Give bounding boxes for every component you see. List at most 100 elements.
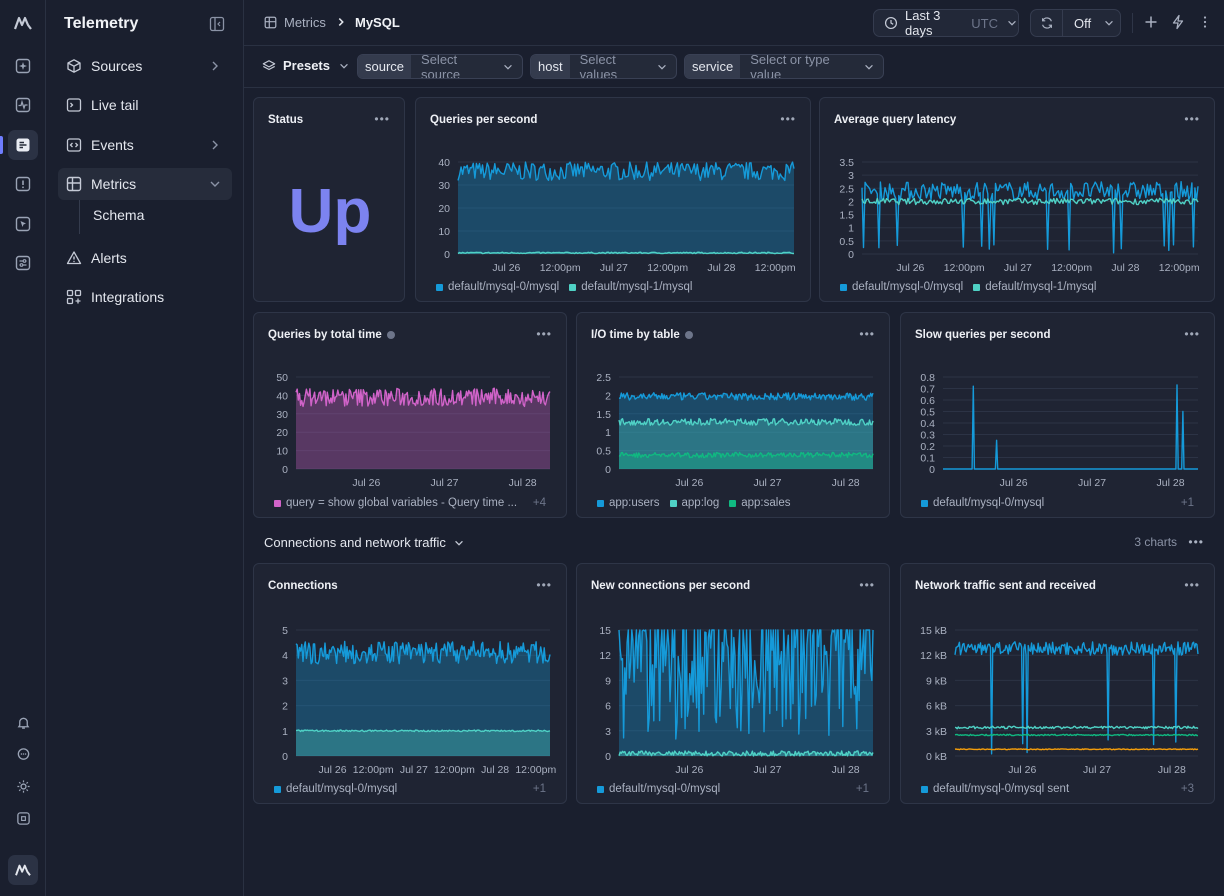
legend-item[interactable]: default/mysql-1/mysql	[569, 281, 692, 293]
alert-square-icon[interactable]	[8, 169, 38, 199]
x-tick-label: 12:00pm	[647, 262, 688, 274]
x-tick-label: 12:00pm	[540, 262, 581, 274]
sidebar-item-metrics[interactable]: Metrics	[58, 168, 232, 200]
more-options-icon[interactable]: •••	[780, 112, 796, 126]
x-tick-label: Jul 26	[896, 262, 924, 274]
service-filter[interactable]: service Select or type value	[684, 54, 884, 79]
network-traffic-chart: 15 kB 12 kB 9 kB 6 kB 3 kB 0 kB Jul 26 Jul 27 Ju…	[920, 625, 1199, 776]
legend-label: default/mysql-1/mysql	[985, 281, 1097, 293]
sidebar-item-alerts[interactable]: Alerts	[58, 242, 232, 274]
y-tick-label: 0	[444, 249, 450, 261]
more-options-icon[interactable]: •••	[859, 327, 875, 341]
y-tick-label: 0	[848, 249, 854, 261]
legend-swatch	[274, 785, 281, 793]
x-tick-label: Jul 27	[1078, 477, 1106, 489]
legend-more-count[interactable]: +4	[532, 497, 546, 509]
info-icon[interactable]	[684, 331, 693, 339]
more-options-icon[interactable]: •••	[536, 327, 552, 341]
y-tick-label: 0.5	[920, 407, 935, 419]
series-area	[458, 162, 794, 254]
more-options-icon[interactable]: •••	[859, 578, 875, 592]
series-line	[618, 392, 874, 401]
legend-item[interactable]: app:users	[597, 497, 660, 509]
divider	[1132, 13, 1133, 33]
sidebar-item-integrations[interactable]: Integrations	[58, 281, 232, 313]
activity-icon[interactable]	[8, 90, 38, 120]
sparkle-icon[interactable]	[8, 51, 38, 81]
source-filter[interactable]: source Select source	[357, 54, 523, 79]
section-header[interactable]: Connections and network traffic	[264, 535, 465, 550]
host-filter-key: host	[531, 55, 570, 78]
section-title: Connections and network traffic	[264, 535, 446, 550]
x-tick-label: Jul 26	[352, 477, 380, 489]
more-options-icon[interactable]: •••	[1184, 112, 1200, 126]
presets-button[interactable]: Presets	[262, 58, 350, 73]
x-tick-label: Jul 26	[1008, 764, 1036, 776]
app-logo-icon[interactable]	[8, 855, 38, 885]
legend-item[interactable]: default/mysql-0/mysql sent	[921, 783, 1069, 795]
more-options-icon[interactable]: •••	[1184, 578, 1200, 592]
sun-icon[interactable]	[8, 771, 38, 801]
lightning-icon[interactable]	[1170, 14, 1188, 32]
y-tick-label: 0	[282, 751, 288, 763]
command-icon[interactable]	[8, 803, 38, 833]
y-tick-label: 6 kB	[926, 701, 947, 713]
y-tick-label: 3	[605, 726, 611, 738]
time-range-label: Last 3 days	[905, 8, 941, 38]
legend-item[interactable]: default/mysql-0/mysql	[921, 497, 1044, 509]
legend-more-count[interactable]: +3	[1180, 783, 1194, 795]
series-area	[296, 730, 550, 756]
legend-item[interactable]: default/mysql-0/mysql	[436, 281, 559, 293]
more-options-icon[interactable]: •••	[374, 112, 390, 126]
logs-icon[interactable]	[8, 130, 38, 160]
chart-legend: default/mysql-0/mysql	[597, 783, 730, 795]
timezone-label: UTC	[971, 15, 998, 31]
legend-more-count[interactable]: +1	[855, 783, 869, 795]
legend-item[interactable]: app:sales	[729, 497, 790, 509]
sidebar-item-sources[interactable]: Sources	[58, 50, 232, 82]
legend-swatch	[921, 785, 928, 793]
x-tick-label: 12:00pm	[434, 764, 475, 776]
y-tick-label: 3.5	[839, 157, 854, 169]
legend-item[interactable]: app:log	[669, 497, 719, 509]
series-area	[296, 641, 550, 756]
legend-more-count[interactable]: +1	[1180, 497, 1194, 509]
refresh-icon[interactable]	[1031, 10, 1063, 36]
legend-more-count[interactable]: +1	[532, 783, 546, 795]
legend-item[interactable]: query = show global variables - Query ti…	[274, 497, 517, 509]
legend-item[interactable]: default/mysql-1/mysql	[973, 281, 1096, 293]
sidebar-item-live-tail[interactable]: Live tail	[58, 89, 232, 121]
y-tick-label: 5	[282, 625, 288, 637]
y-tick-label: 0.4	[920, 418, 935, 430]
legend-label: default/mysql-1/mysql	[581, 281, 693, 293]
legend-item[interactable]: default/mysql-0/mysql	[274, 783, 397, 795]
host-filter[interactable]: host Select values	[530, 54, 677, 79]
sliders-icon[interactable]	[8, 248, 38, 278]
latency-card: Average query latency ••• 3.5 3 2.5 2 1.5 1 0.…	[819, 97, 1215, 302]
refresh-control[interactable]: Off	[1030, 9, 1121, 37]
more-options-icon[interactable]: •••	[1184, 327, 1200, 341]
more-options-icon[interactable]: •••	[1188, 535, 1204, 549]
y-tick-label: 0.3	[920, 430, 935, 442]
sidebar-item-events[interactable]: Events	[58, 129, 232, 161]
x-tick-label: Jul 26	[319, 764, 347, 776]
bell-icon[interactable]	[8, 707, 38, 737]
collapse-sidebar-icon[interactable]	[209, 16, 225, 32]
legend-item[interactable]: default/mysql-0/mysql	[597, 783, 720, 795]
info-icon[interactable]	[386, 331, 395, 339]
legend-swatch	[436, 283, 443, 291]
chat-icon[interactable]	[8, 739, 38, 769]
sidebar-item-schema[interactable]: Schema	[93, 207, 145, 223]
breadcrumb-metrics[interactable]: Metrics	[284, 15, 326, 30]
x-tick-label: 12:00pm	[755, 262, 796, 274]
legend-item[interactable]: default/mysql-0/mysql	[840, 281, 963, 293]
io-time-card: I/O time by table ••• 2.5 2 1.5 1 0.5 0 Jul 26…	[576, 312, 890, 518]
breadcrumb-current: MySQL	[355, 15, 400, 30]
more-options-icon[interactable]: •••	[536, 578, 552, 592]
time-range-picker[interactable]: Last 3 days UTC	[873, 8, 1019, 38]
add-icon[interactable]	[1143, 14, 1161, 32]
logo-icon[interactable]	[8, 8, 38, 38]
legend-swatch	[729, 499, 737, 507]
cursor-icon[interactable]	[8, 209, 38, 239]
more-vertical-icon[interactable]	[1197, 14, 1215, 32]
